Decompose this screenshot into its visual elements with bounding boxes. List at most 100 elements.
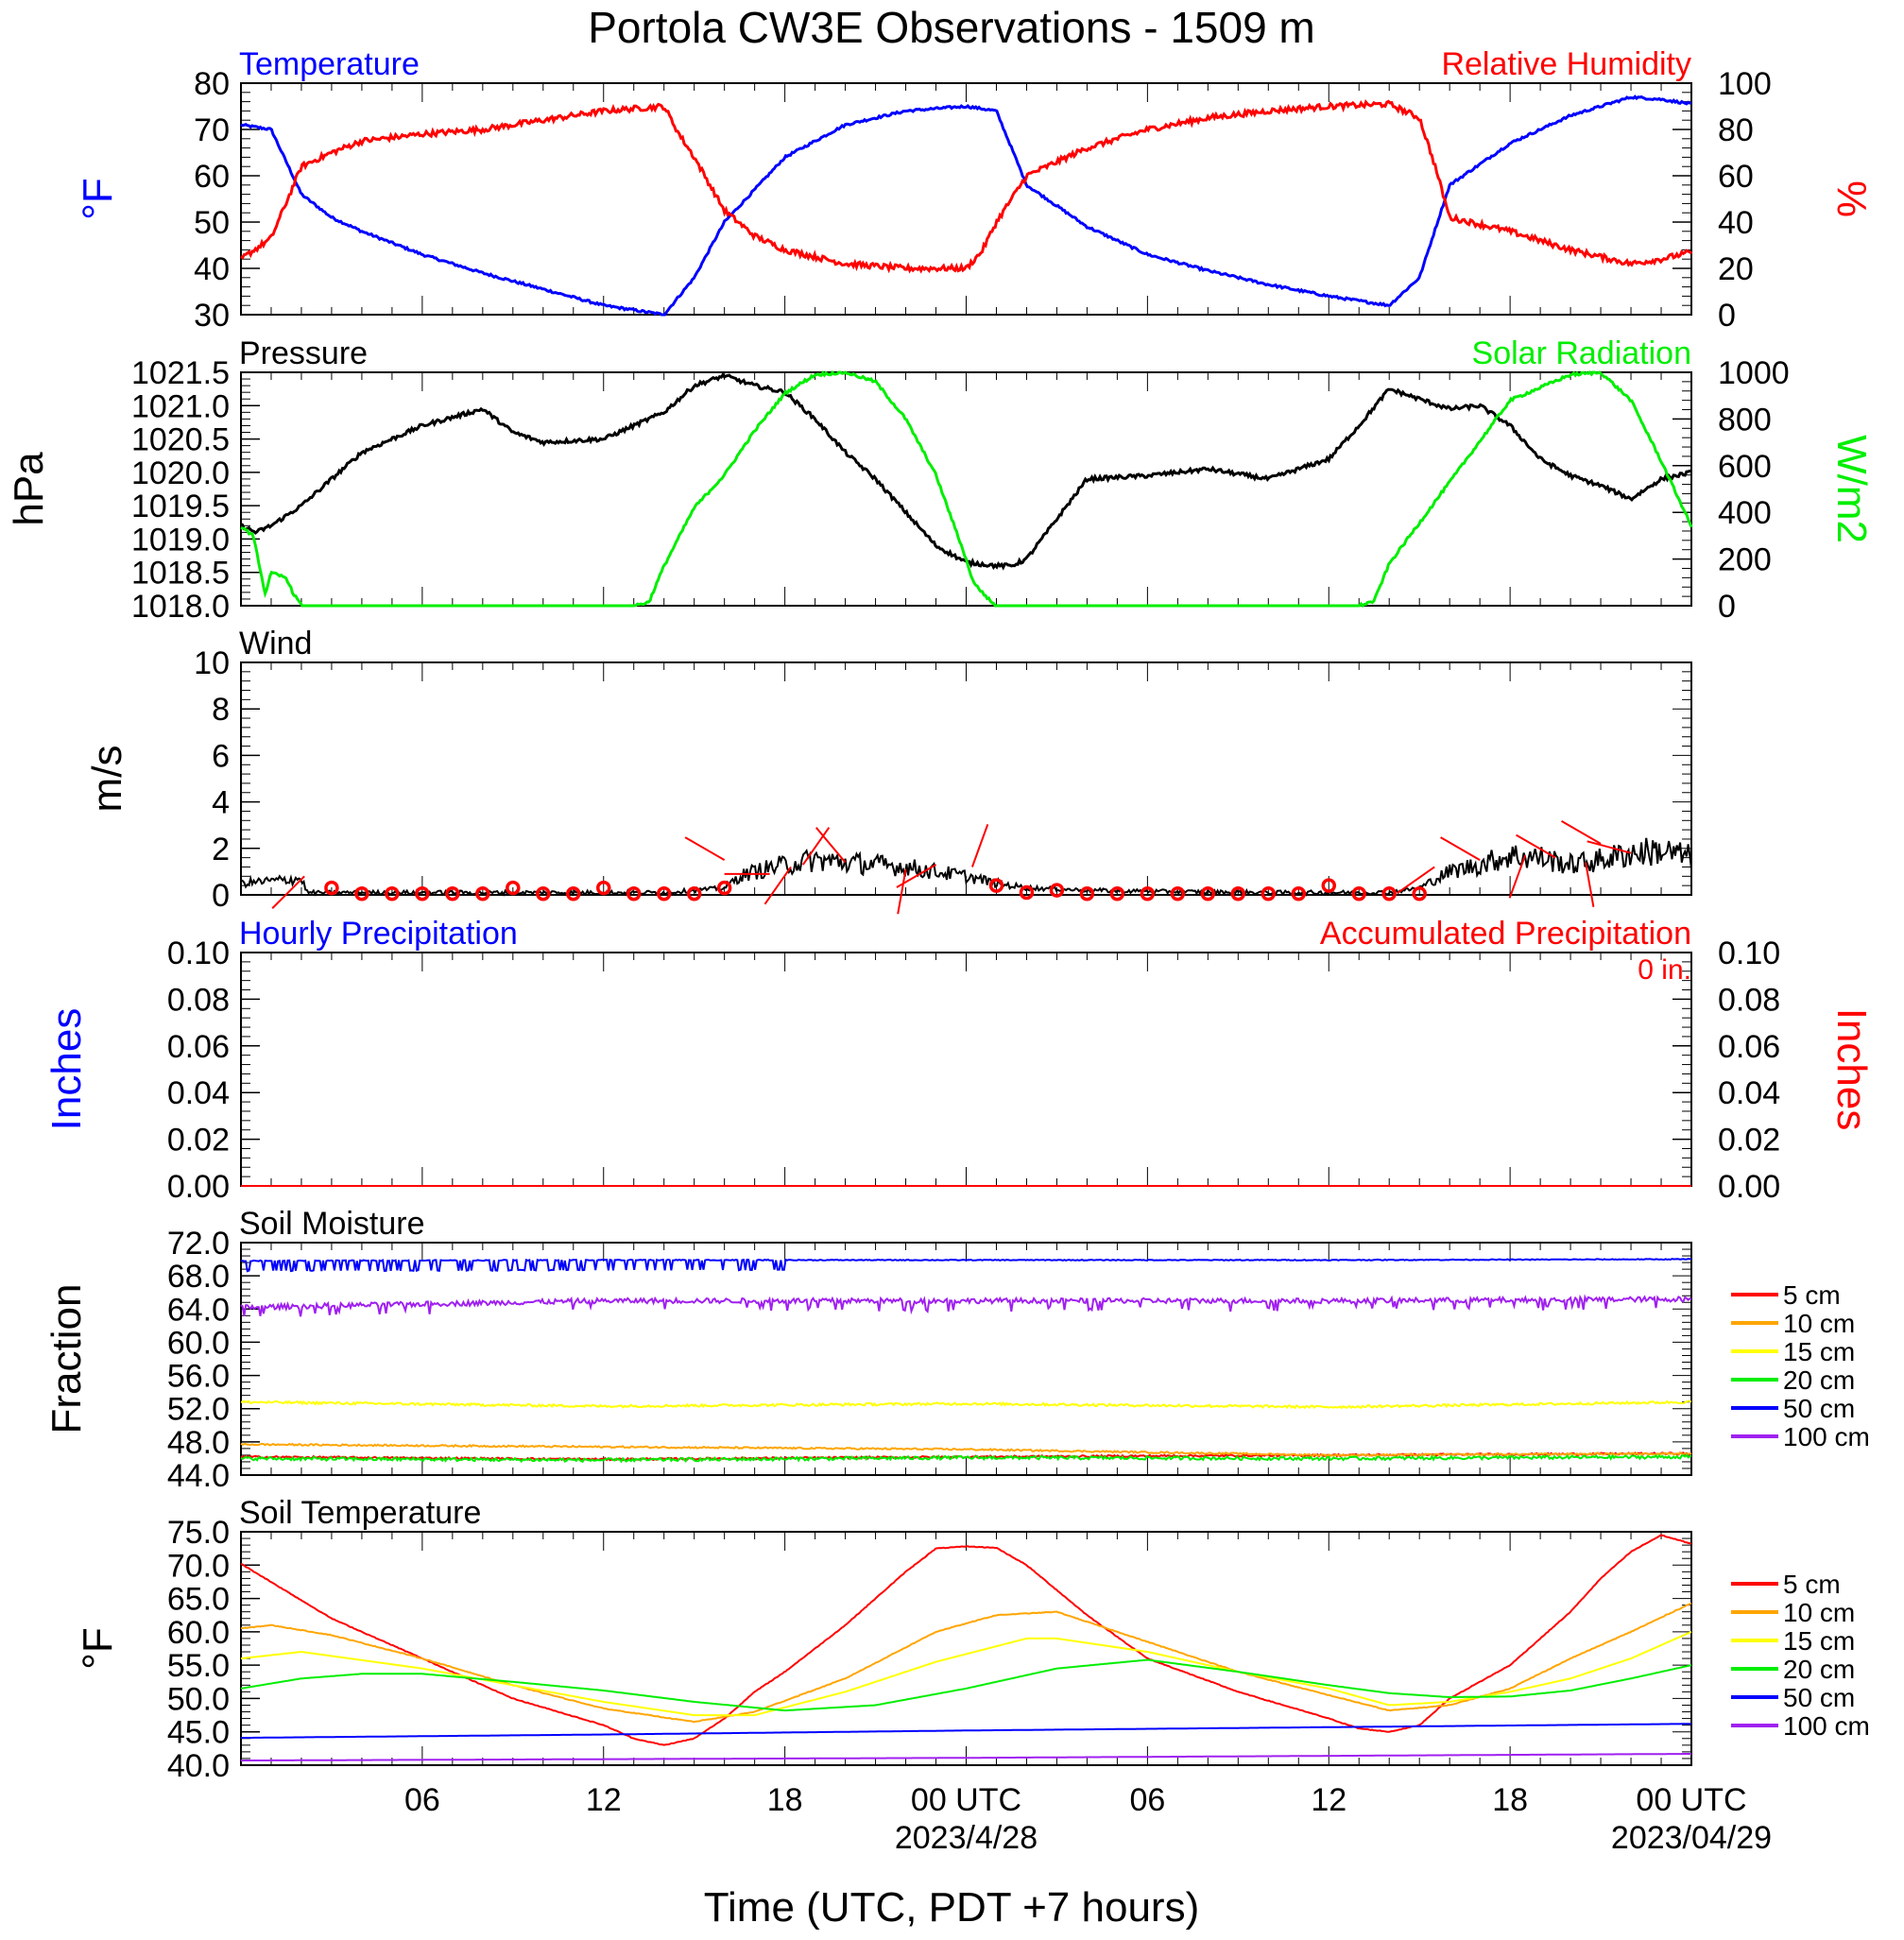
calm-wind-marker <box>1140 886 1156 901</box>
legend-entry: 20 cm <box>1783 1655 1855 1684</box>
left-axis-tick-label: 30 <box>194 298 230 334</box>
right-axis-tick-label: 0.00 <box>1718 1169 1780 1205</box>
calm-wind-marker <box>324 880 339 896</box>
left-axis-tick-label: 40.0 <box>167 1748 230 1784</box>
left-axis-tick-label: 0.02 <box>167 1123 230 1159</box>
calm-wind-marker <box>1351 886 1366 901</box>
calm-wind-marker <box>354 886 369 901</box>
panel-left-label: Soil Moisture <box>239 1206 425 1242</box>
calm-wind-marker <box>1321 878 1336 893</box>
wind-barb <box>684 836 726 861</box>
right-axis-tick-label: 0 <box>1718 589 1736 625</box>
plot-frame <box>240 82 1692 316</box>
wind-barb <box>1585 862 1595 908</box>
calm-wind-marker <box>1079 886 1095 901</box>
right-axis-tick-label: 0.02 <box>1718 1123 1780 1159</box>
left-unit-label: °F <box>75 1627 121 1669</box>
left-axis-tick-label: 72.0 <box>167 1226 230 1262</box>
left-axis-tick-label: 6 <box>212 738 230 774</box>
legend-entry: 50 cm <box>1783 1394 1855 1423</box>
left-axis-tick-label: 0.00 <box>167 1169 230 1205</box>
wind-barb <box>815 827 847 864</box>
date-label: 2023/4/28 <box>895 1820 1038 1856</box>
series-line-pressure <box>240 371 1692 571</box>
left-axis-tick-label: 68.0 <box>167 1259 230 1295</box>
calm-wind-marker <box>1291 886 1307 901</box>
panel-right-label: Relative Humidity <box>1441 46 1691 82</box>
calm-wind-marker <box>445 886 460 901</box>
left-axis-tick-label: 60.0 <box>167 1615 230 1651</box>
left-unit-label: Inches <box>43 1008 90 1131</box>
figure-title: Portola CW3E Observations - 1509 m <box>588 3 1315 52</box>
left-axis-tick-label: 1019.5 <box>131 489 230 524</box>
left-axis-tick-label: 50.0 <box>167 1681 230 1717</box>
calm-wind-marker <box>566 886 581 901</box>
panel-left-label: Temperature <box>239 46 420 82</box>
calm-wind-marker <box>686 886 702 901</box>
left-axis-tick-label: 2 <box>212 832 230 867</box>
right-axis-tick-label: 600 <box>1718 449 1772 485</box>
calm-wind-marker <box>596 880 611 896</box>
left-axis-tick-label: 40 <box>194 251 230 287</box>
left-axis-tick-label: 70 <box>194 112 230 148</box>
left-axis-tick-label: 45.0 <box>167 1715 230 1751</box>
series-line-20-cm <box>240 1658 1692 1712</box>
right-axis-tick-label: 20 <box>1718 251 1754 287</box>
left-axis-tick-label: 1018.0 <box>131 589 230 625</box>
series-line-relative-humidity <box>240 99 1693 274</box>
left-axis-tick-label: 0.08 <box>167 982 230 1018</box>
wind-barb <box>1508 854 1527 899</box>
right-axis-tick-label: 0.06 <box>1718 1029 1780 1065</box>
time-tick-label: 06 <box>1129 1782 1165 1818</box>
right-axis-tick-label: 40 <box>1718 205 1754 241</box>
time-tick-label: 00 UTC <box>911 1782 1021 1818</box>
calm-wind-marker <box>1381 886 1397 901</box>
series-line-10-cm <box>240 1602 1692 1724</box>
wind-barb <box>1587 840 1632 854</box>
legend-entry: 50 cm <box>1783 1683 1855 1712</box>
calm-wind-marker <box>716 880 732 896</box>
legend-entry: 100 cm <box>1783 1711 1870 1741</box>
right-axis-tick-label: 0.04 <box>1718 1075 1780 1111</box>
right-axis-tick-label: 800 <box>1718 402 1772 438</box>
x-axis-title: Time (UTC, PDT +7 hours) <box>704 1884 1199 1931</box>
panel-left-label: Wind <box>239 626 312 661</box>
series-line-10-cm <box>240 1442 1692 1457</box>
left-unit-label: hPa <box>6 452 52 526</box>
panel-pressure-solar: 1018.01018.51019.01019.51020.01020.51021… <box>6 335 1875 625</box>
legend-entry: 5 cm <box>1783 1280 1841 1310</box>
left-axis-tick-label: 65.0 <box>167 1582 230 1618</box>
wind-barb <box>1440 836 1481 861</box>
left-axis-tick-label: 50 <box>194 205 230 241</box>
left-axis-tick-label: 70.0 <box>167 1548 230 1584</box>
right-unit-label: % <box>1828 180 1875 217</box>
right-axis-tick-label: 0.08 <box>1718 982 1780 1018</box>
left-axis-tick-label: 56.0 <box>167 1359 230 1395</box>
wind-barb <box>970 824 989 867</box>
left-axis-tick-label: 60.0 <box>167 1325 230 1361</box>
right-unit-label: W/m2 <box>1828 435 1875 543</box>
plot-frame <box>240 952 1692 1187</box>
legend-entry: 15 cm <box>1783 1337 1855 1366</box>
calm-wind-marker <box>1412 886 1427 901</box>
series-line-20-cm <box>240 1453 1692 1464</box>
wind-barb <box>897 868 907 915</box>
calm-wind-marker <box>1049 883 1065 898</box>
left-axis-tick-label: 0.04 <box>167 1075 230 1111</box>
legend-entry: 15 cm <box>1783 1626 1855 1656</box>
left-axis-tick-label: 1021.0 <box>131 388 230 424</box>
legend-entry: 100 cm <box>1783 1422 1870 1451</box>
right-axis-tick-label: 60 <box>1718 159 1754 195</box>
calm-wind-marker <box>1019 884 1035 901</box>
right-axis-tick-label: 100 <box>1718 66 1772 102</box>
calm-wind-marker <box>1200 886 1216 901</box>
calm-wind-marker <box>1109 886 1125 901</box>
wind-barb <box>801 827 831 866</box>
left-unit-label: °F <box>75 178 121 219</box>
left-axis-tick-label: 1020.0 <box>131 455 230 491</box>
panel-precip: 0.00 0.02 0.04 0.06 0.08 0.10 0.00 0.02 0.04 0.06… <box>43 916 1875 1205</box>
